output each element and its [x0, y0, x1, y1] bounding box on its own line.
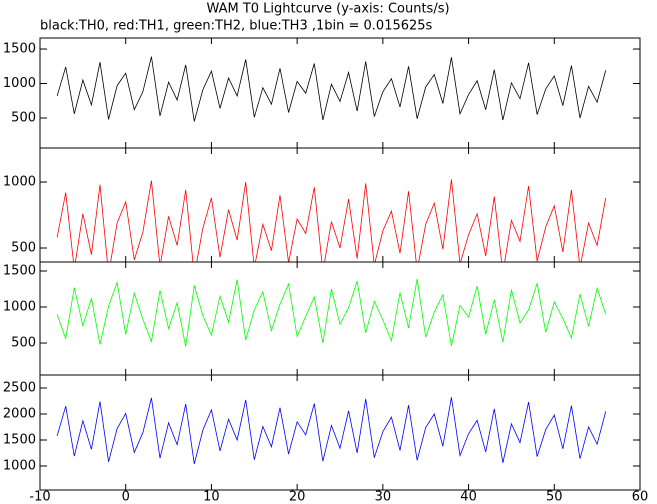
- x-tick-label: 0: [122, 490, 130, 504]
- x-tick-label: 20: [289, 490, 306, 504]
- x-tick-label: 50: [546, 490, 563, 504]
- chart-subtitle: black:TH0, red:TH1, green:TH2, blue:TH3 …: [40, 19, 433, 34]
- y-tick-label: 1500: [3, 264, 36, 279]
- y-tick-label: 500: [11, 111, 36, 126]
- data-line: [56, 397, 607, 464]
- x-tick-label: 30: [375, 490, 392, 504]
- y-tick-label: 1000: [3, 175, 36, 190]
- panel-frame: [39, 374, 641, 491]
- y-tick-label: 500: [11, 336, 36, 351]
- y-tick-label: 1000: [3, 300, 36, 315]
- panel-frame: [39, 147, 641, 263]
- x-tick-label: 10: [203, 490, 220, 504]
- y-tick-label: 1000: [3, 76, 36, 91]
- y-tick-label: 2500: [3, 380, 36, 395]
- chart-title: WAM T0 Lightcurve (y-axis: Counts/s): [206, 2, 449, 17]
- data-line: [56, 179, 607, 262]
- y-tick-label: 500: [11, 241, 36, 256]
- data-line: [56, 278, 607, 347]
- y-tick-label: 1500: [3, 42, 36, 57]
- x-tick-label: 40: [460, 490, 477, 504]
- y-tick-label: 1500: [3, 432, 36, 447]
- y-tick-label: 2000: [3, 406, 36, 421]
- data-line: [56, 56, 607, 122]
- y-tick-label: 1000: [3, 458, 36, 473]
- x-tick-label: -10: [29, 490, 50, 504]
- x-tick-label: 60: [632, 490, 649, 504]
